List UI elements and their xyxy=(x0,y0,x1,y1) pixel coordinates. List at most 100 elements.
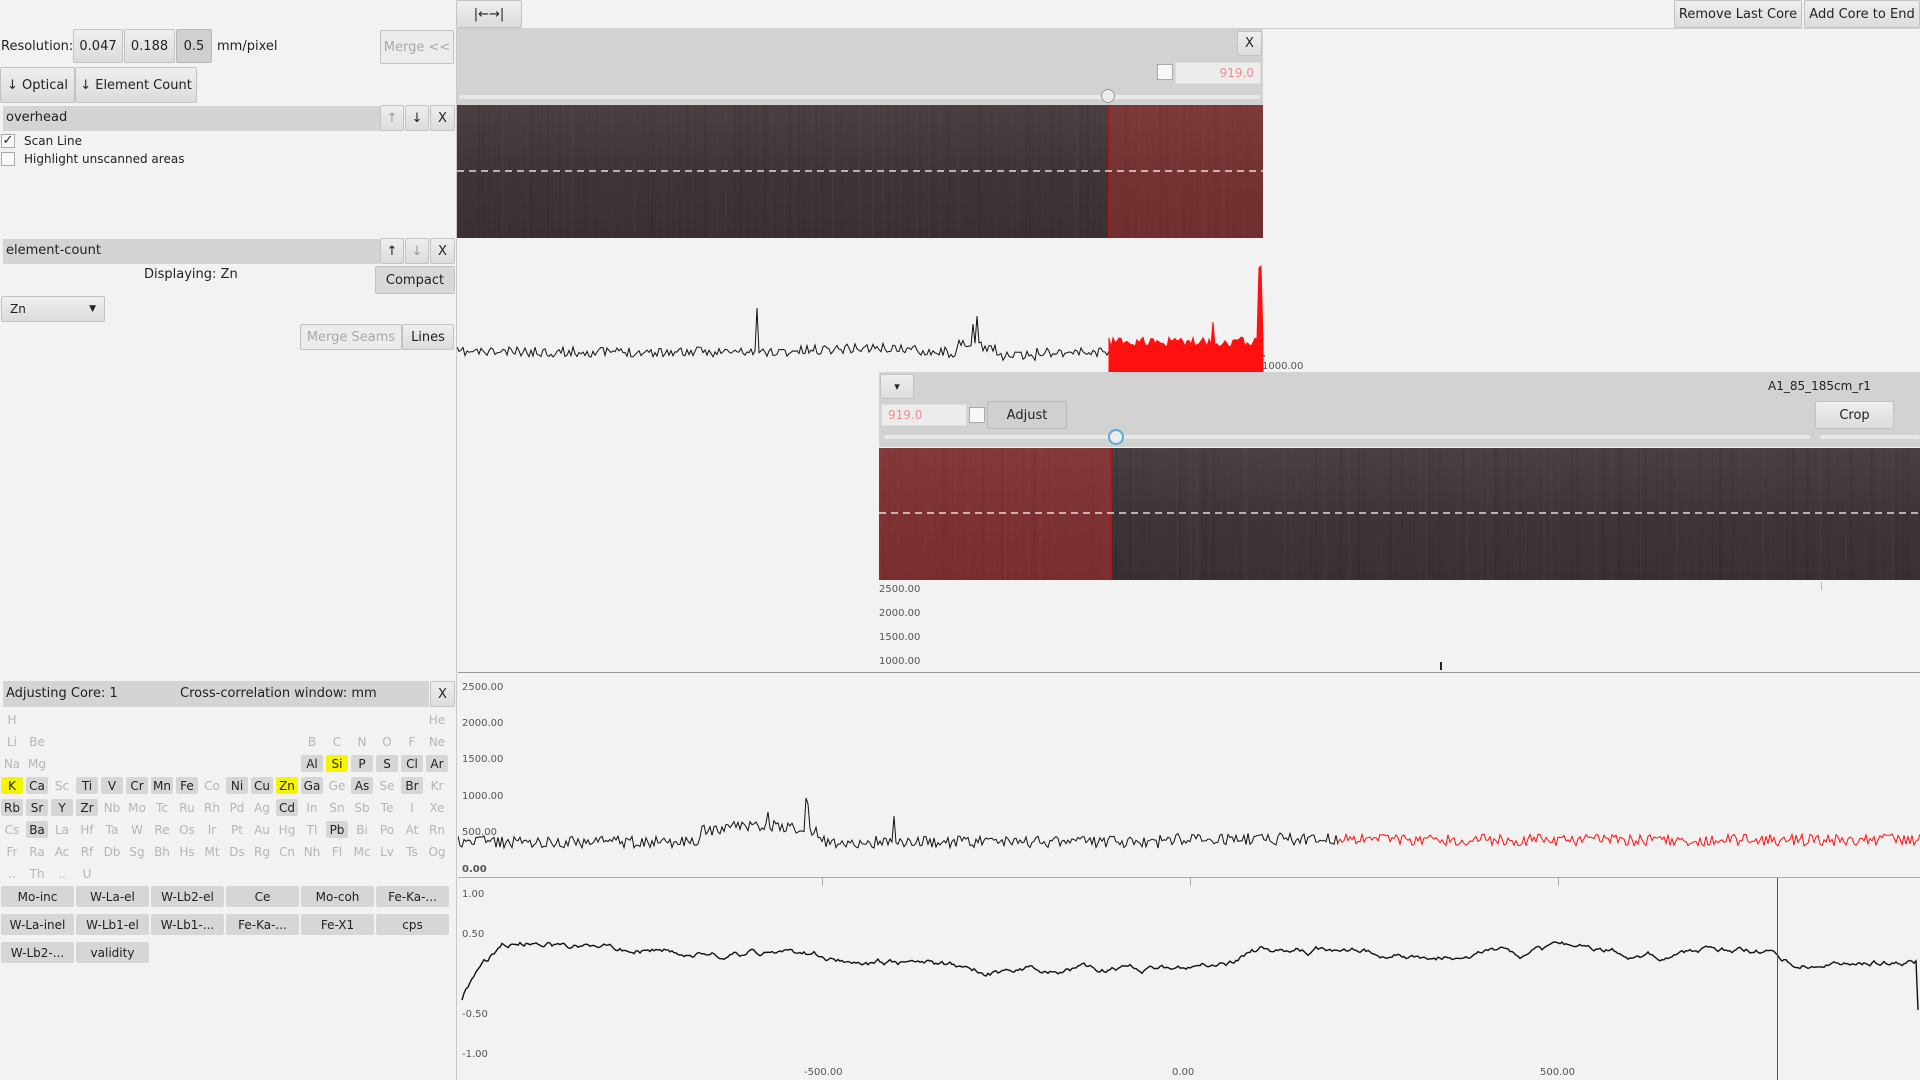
core2-name: A1_85_185cm_r1 xyxy=(1768,379,1871,393)
core2-slider-thumb[interactable] xyxy=(1107,429,1124,445)
element-Br[interactable]: Br xyxy=(401,777,423,794)
remove-last-core-button[interactable]: Remove Last Core xyxy=(1674,0,1802,28)
pane-divider[interactable] xyxy=(456,28,457,1080)
element-Sr[interactable]: Sr xyxy=(26,799,48,816)
channel-w-la-inel[interactable]: W-La-inel xyxy=(1,914,74,935)
channel-mo-coh[interactable]: Mo-coh xyxy=(301,886,374,907)
resolution-option-0.188[interactable]: 0.188 xyxy=(124,29,175,63)
crop-button[interactable]: Crop xyxy=(1815,401,1894,429)
merge-seams-button[interactable]: Merge Seams xyxy=(300,324,402,350)
element-F: F xyxy=(408,734,416,749)
core2-lock-checkbox[interactable] xyxy=(969,407,985,423)
element-Ti[interactable]: Ti xyxy=(76,777,98,794)
element-close-button[interactable]: X xyxy=(430,238,455,264)
element-Ba[interactable]: Ba xyxy=(26,821,48,838)
fit-width-button[interactable]: |←→| xyxy=(456,0,522,28)
merge-button[interactable]: Merge << xyxy=(380,30,454,64)
core2-slider-track[interactable] xyxy=(884,435,1810,439)
element-V[interactable]: V xyxy=(101,777,123,794)
element-count-button[interactable]: ↓ Element Count xyxy=(75,67,197,103)
channel-ce[interactable]: Ce xyxy=(226,886,299,907)
resolution-option-0.047[interactable]: 0.047 xyxy=(73,29,123,63)
core1-slider-track[interactable] xyxy=(459,95,1260,99)
channel-fe-ka-[interactable]: Fe-Ka-... xyxy=(226,914,299,935)
channel-mo-inc[interactable]: Mo-inc xyxy=(1,886,74,907)
element-Cn: Cn xyxy=(279,844,295,859)
element-Be: Be xyxy=(29,734,45,749)
xcorr-y-tick: 0.50 xyxy=(462,929,485,940)
element-Ne: Ne xyxy=(428,734,446,749)
channel-w-la-el[interactable]: W-La-el xyxy=(76,886,149,907)
element-Fe[interactable]: Fe xyxy=(176,777,198,794)
element-U: U xyxy=(82,866,92,881)
element-Si[interactable]: Si xyxy=(326,755,348,772)
element-Rb[interactable]: Rb xyxy=(1,799,23,816)
channel-fe-x1[interactable]: Fe-X1 xyxy=(301,914,374,935)
overhead-down-button[interactable]: ↓ xyxy=(405,105,429,131)
element-panel-header: element-count xyxy=(3,239,380,264)
element-Cl[interactable]: Cl xyxy=(401,755,423,772)
element-K[interactable]: K xyxy=(1,777,23,794)
channel-cps[interactable]: cps xyxy=(376,914,449,935)
element-Pb[interactable]: Pb xyxy=(326,821,348,838)
element-Ar[interactable]: Ar xyxy=(426,755,448,772)
element-Y[interactable]: Y xyxy=(51,799,73,816)
adjust-close-button[interactable]: X xyxy=(430,681,455,707)
add-core-to-end-button[interactable]: Add Core to End xyxy=(1804,0,1920,28)
core2-dropdown-button[interactable]: ▾ xyxy=(880,374,914,399)
overhead-close-button[interactable]: X xyxy=(430,105,455,131)
optical-button[interactable]: ↓ Optical xyxy=(0,67,75,103)
element-Al[interactable]: Al xyxy=(301,755,323,772)
core2-slider-track-right[interactable] xyxy=(1820,435,1920,439)
element-B: B xyxy=(307,734,317,749)
element-Cu[interactable]: Cu xyxy=(251,777,273,794)
scan-line-label: Scan Line xyxy=(24,134,82,148)
core1-slider-thumb[interactable] xyxy=(1100,89,1115,103)
element-As[interactable]: As xyxy=(351,777,373,794)
channel-validity[interactable]: validity xyxy=(76,942,149,963)
lines-button[interactable]: Lines xyxy=(402,324,454,350)
core2-depth-field[interactable]: 919.0 xyxy=(881,404,967,426)
element-Cd[interactable]: Cd xyxy=(276,799,298,816)
element-Hs: Hs xyxy=(179,844,195,859)
element-Sb: Sb xyxy=(354,800,370,815)
element-Og: Og xyxy=(428,844,446,859)
adjust-button[interactable]: Adjust xyxy=(987,401,1067,429)
element-Ni[interactable]: Ni xyxy=(226,777,248,794)
xcorr-window-label: Cross-correlation window: mm xyxy=(180,686,377,701)
element-Zr[interactable]: Zr xyxy=(76,799,98,816)
highlight-unscanned-checkbox[interactable] xyxy=(1,152,15,166)
channel-w-lb2-el[interactable]: W-Lb2-el xyxy=(151,886,224,907)
element-Cr[interactable]: Cr xyxy=(126,777,148,794)
core1-depth-field[interactable]: 919.0 xyxy=(1175,62,1261,84)
core1-close-button[interactable]: X xyxy=(1237,31,1262,56)
element-down-button[interactable]: ↓ xyxy=(405,238,429,264)
xcorr-marker-line[interactable] xyxy=(1777,878,1778,1080)
element-up-button[interactable]: ↑ xyxy=(380,238,404,264)
core1-lock-checkbox[interactable] xyxy=(1157,64,1173,80)
element-select[interactable]: Zn ▼ xyxy=(1,296,105,322)
channel-w-lb1-[interactable]: W-Lb1-... xyxy=(151,914,224,935)
element-Ca[interactable]: Ca xyxy=(26,777,48,794)
element-Li: Li xyxy=(6,734,18,749)
toolbar-divider xyxy=(456,28,1920,29)
element-Fr: Fr xyxy=(6,844,18,859)
element-P[interactable]: P xyxy=(351,755,373,772)
resolution-option-0.5[interactable]: 0.5 xyxy=(176,29,212,63)
overhead-title: overhead xyxy=(6,110,68,125)
element-Zn[interactable]: Zn xyxy=(276,777,298,794)
element-S[interactable]: S xyxy=(376,755,398,772)
compact-button[interactable]: Compact xyxy=(375,266,455,294)
channel-fe-ka-[interactable]: Fe-Ka-... xyxy=(376,886,449,907)
channel-w-lb1-el[interactable]: W-Lb1-el xyxy=(76,914,149,935)
overhead-up-button[interactable]: ↑ xyxy=(380,105,404,131)
merged-x-tick xyxy=(822,877,823,886)
element-La: La xyxy=(54,822,70,837)
element-Se: Se xyxy=(379,778,395,793)
element-Th: Th xyxy=(29,866,45,881)
element-Ga[interactable]: Ga xyxy=(301,777,323,794)
element-Mn[interactable]: Mn xyxy=(151,777,173,794)
channel-w-lb2-[interactable]: W-Lb2-... xyxy=(1,942,74,963)
element-O: O xyxy=(382,734,392,749)
scan-line-checkbox[interactable]: ✓ xyxy=(1,134,15,148)
